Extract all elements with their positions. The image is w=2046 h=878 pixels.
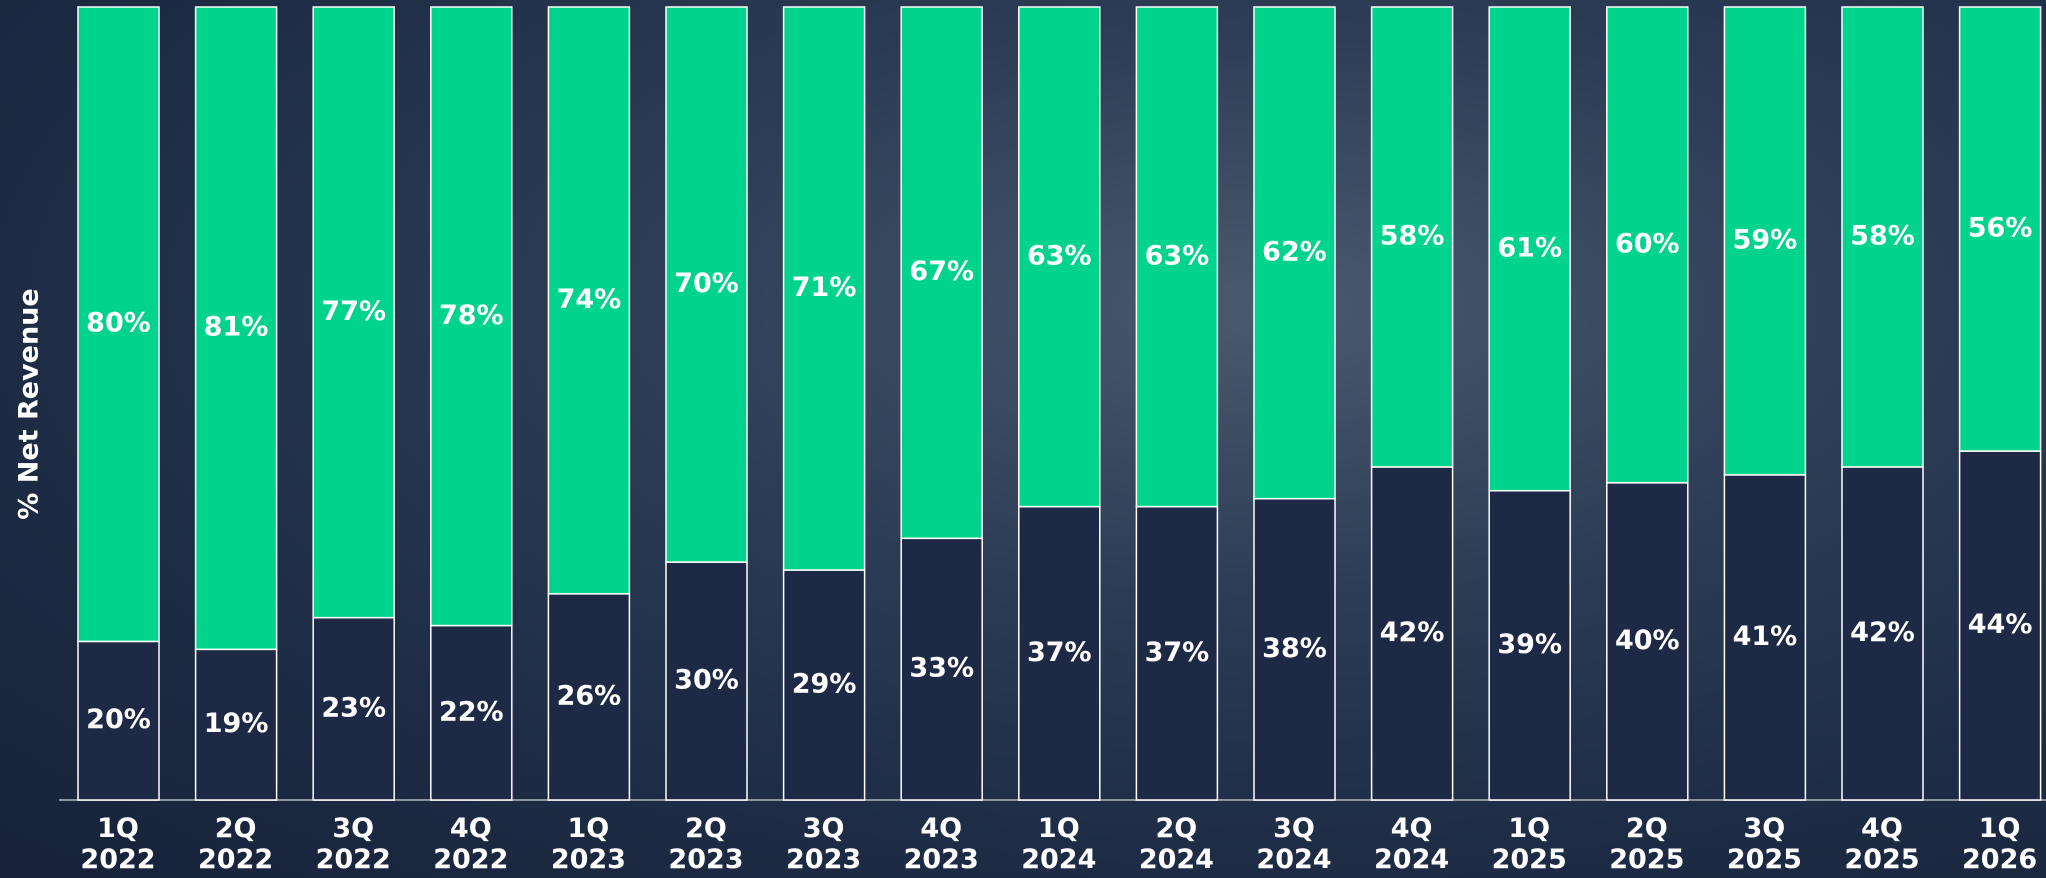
bar-segment — [430, 6, 513, 627]
x-tick-label: 2Q 2024 — [1138, 813, 1214, 875]
value-label: 61% — [1497, 232, 1562, 263]
value-label: 63% — [1027, 240, 1092, 271]
bar-segment — [782, 569, 866, 801]
x-tick-label: 1Q 2022 — [80, 813, 156, 875]
bar-segment — [1606, 482, 1689, 801]
bar-segment — [1958, 6, 2042, 452]
bar-segment — [77, 640, 160, 801]
value-label: 39% — [1497, 629, 1562, 660]
x-tick-label: 3Q 2024 — [1256, 813, 1332, 875]
x-tick-label: 1Q 2026 — [1962, 813, 2038, 875]
bar-segment — [547, 593, 631, 801]
bar-segment — [900, 537, 983, 801]
value-label: 63% — [1145, 240, 1210, 271]
bar-segment — [77, 6, 160, 643]
bar-segment — [665, 6, 748, 563]
bar-segment — [1018, 6, 1101, 508]
x-tick-label: 1Q 2025 — [1491, 813, 1567, 875]
bar-segment — [312, 6, 395, 619]
y-axis-label: % Net Revenue — [14, 288, 45, 519]
value-label: 77% — [321, 296, 386, 327]
bar-segment — [1841, 466, 1924, 801]
bar-segment — [1018, 505, 1101, 801]
value-label: 62% — [1262, 236, 1327, 267]
value-label: 74% — [557, 284, 622, 315]
value-label: 26% — [557, 680, 622, 711]
value-label: 70% — [674, 268, 739, 299]
value-label: 58% — [1850, 220, 1915, 251]
value-label: 38% — [1262, 633, 1327, 664]
bar-segment — [1488, 489, 1571, 801]
value-label: 42% — [1850, 617, 1915, 648]
x-tick-label: 2Q 2025 — [1609, 813, 1685, 875]
value-label: 59% — [1733, 224, 1798, 255]
bar-segment — [1841, 6, 1924, 468]
value-label: 58% — [1380, 220, 1445, 251]
x-tick-label: 3Q 2025 — [1726, 813, 1802, 875]
x-tick-label: 4Q 2023 — [903, 813, 979, 875]
bar-segment — [900, 6, 983, 540]
value-label: 37% — [1027, 637, 1092, 668]
value-label: 42% — [1380, 617, 1445, 648]
bar-segment — [1135, 505, 1219, 801]
value-label: 56% — [1968, 213, 2033, 244]
value-label: 60% — [1615, 228, 1680, 259]
x-tick-label: 1Q 2023 — [550, 813, 626, 875]
value-label: 20% — [86, 704, 151, 735]
bar-segment — [430, 624, 513, 801]
bar-segment — [1370, 466, 1454, 801]
value-label: 22% — [439, 696, 504, 727]
value-label: 44% — [1968, 609, 2033, 640]
bar-segment — [1488, 6, 1571, 492]
value-label: 40% — [1615, 625, 1680, 656]
x-tick-label: 1Q 2024 — [1021, 813, 1097, 875]
bar-segment — [782, 6, 866, 571]
bar-segment — [194, 6, 278, 651]
bar-segment — [1135, 6, 1219, 508]
bar-segment — [547, 6, 631, 595]
value-label: 80% — [86, 308, 151, 339]
value-label: 41% — [1733, 621, 1798, 652]
bar-segment — [1253, 497, 1336, 801]
bar-segment — [1253, 6, 1336, 500]
value-label: 37% — [1145, 637, 1210, 668]
bar-segment — [665, 561, 748, 801]
value-label: 71% — [792, 272, 857, 303]
value-label: 33% — [909, 653, 974, 684]
value-label: 81% — [204, 312, 269, 343]
bar-segment — [312, 616, 395, 801]
x-tick-label: 3Q 2022 — [315, 813, 391, 875]
x-tick-label: 3Q 2023 — [786, 813, 862, 875]
x-tick-label: 4Q 2025 — [1844, 813, 1920, 875]
value-label: 30% — [674, 665, 739, 696]
x-tick-label: 4Q 2022 — [433, 813, 509, 875]
x-tick-label: 2Q 2022 — [198, 813, 274, 875]
value-label: 23% — [321, 692, 386, 723]
value-label: 78% — [439, 300, 504, 331]
bar-segment — [1370, 6, 1454, 468]
x-tick-label: 2Q 2023 — [668, 813, 744, 875]
bar-segment — [1723, 6, 1807, 476]
value-label: 67% — [909, 256, 974, 287]
bar-segment — [1723, 474, 1807, 801]
x-tick-label: 4Q 2024 — [1374, 813, 1450, 875]
value-label: 19% — [204, 708, 269, 739]
value-label: 29% — [792, 669, 857, 700]
bar-segment — [1606, 6, 1689, 484]
